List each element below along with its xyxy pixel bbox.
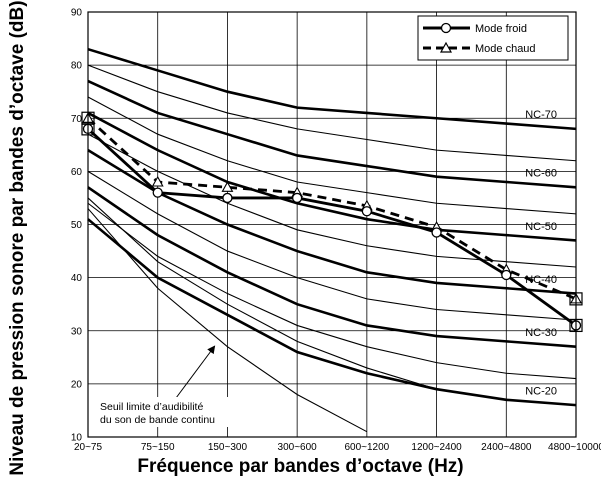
curve-nc-55 — [87, 96, 577, 215]
curve-nc-20 — [87, 218, 577, 407]
marker-mode-froid-1 — [152, 187, 163, 198]
curve-nc-40 — [87, 149, 577, 295]
curve-nc-50 — [87, 111, 577, 242]
legend: Mode froid Mode chaud — [417, 15, 569, 61]
legend-label-mode-chaud: Mode chaud — [475, 43, 536, 55]
marker-mode-froid-5 — [431, 227, 442, 238]
curve-nc-65 — [87, 64, 577, 162]
curve-nc-45 — [87, 133, 577, 268]
line-mode-froid — [87, 127, 577, 327]
x-tick-label-7: 4800~10000 — [548, 442, 601, 453]
y-tick-label-30: 30 — [71, 326, 83, 337]
x-tick-label-2: 150~300 — [208, 442, 248, 453]
label-nc-60: NC-60 — [525, 168, 557, 180]
marker-mode-chaud-1 — [151, 175, 164, 187]
y-tick-label-50: 50 — [71, 220, 83, 231]
label-nc-40: NC-40 — [525, 274, 557, 286]
x-tick-label-3: 300~600 — [278, 442, 318, 453]
label-nc-20: NC-20 — [525, 385, 557, 397]
x-tick-label-1: 75~150 — [141, 442, 175, 453]
y-tick-label-80: 80 — [71, 61, 83, 72]
annotation-background — [96, 397, 256, 427]
x-tick-label-6: 2400~4800 — [481, 442, 532, 453]
legend-label-mode-froid: Mode froid — [475, 23, 527, 35]
curve-nc-25 — [87, 202, 577, 380]
label-nc-70: NC-70 — [525, 109, 557, 121]
marker-mode-froid-2 — [222, 192, 233, 204]
annotation-line-1: Seuil limite d’audibilité — [100, 401, 203, 413]
y-tick-label-20: 20 — [71, 379, 83, 390]
y-tick-label-40: 40 — [71, 273, 83, 284]
threshold-annotation: Seuil limite d’audibilité du son de band… — [96, 345, 256, 427]
nc-curves: NC-20 NC-30 NC-40 NC-50 NC-60 NC-70 — [87, 47, 577, 433]
legend-box — [417, 15, 569, 61]
line-mode-chaud — [87, 117, 577, 301]
data-series — [81, 111, 583, 333]
y-axis-label: Niveau de pression sonore par bandes d’o… — [7, 0, 28, 476]
marker-mode-chaud-2 — [221, 181, 234, 192]
y-tick-label-10: 10 — [71, 433, 83, 444]
label-nc-30: NC-30 — [525, 327, 557, 339]
x-tick-label-5: 1200~2400 — [411, 442, 462, 453]
label-nc-50: NC-50 — [525, 221, 557, 233]
y-tick-label-60: 60 — [71, 167, 83, 178]
curve-nc-35 — [87, 170, 577, 321]
curve-nc-70 — [87, 47, 577, 131]
curve-threshold-1 — [87, 208, 368, 433]
legend-triangle-icon — [439, 41, 453, 53]
legend-circle-icon — [440, 22, 452, 34]
x-tick-label-0: 20~75 — [74, 442, 103, 453]
marker-mode-froid-3 — [291, 192, 303, 204]
curve-threshold-2 — [87, 197, 437, 390]
marker-mode-froid-4 — [361, 206, 373, 217]
curve-nc-60 — [87, 79, 577, 189]
annotation-line-2: du son de bande continu — [100, 414, 215, 426]
y-tick-label-90: 90 — [71, 8, 83, 19]
plot-frame — [87, 11, 577, 438]
y-tick-label-70: 70 — [71, 114, 83, 125]
x-tick-label-4: 600~1200 — [344, 442, 389, 453]
curve-nc-30 — [87, 186, 577, 348]
annotation-arrow — [175, 345, 216, 399]
x-axis-label: Fréquence par bandes d’octave (Hz) — [137, 456, 464, 477]
tick-labels: 10 20 30 40 50 60 70 80 90 20~75 75~150 150~300 300~… — [71, 8, 601, 454]
marker-mode-froid-6 — [501, 269, 512, 281]
